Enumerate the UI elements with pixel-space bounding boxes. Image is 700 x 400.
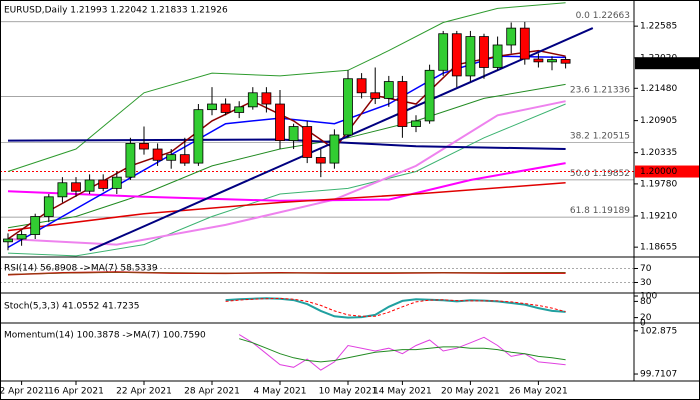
candle-body [533,58,544,63]
candle-body [207,103,217,111]
y-tick-label: 80 [640,297,652,307]
fib-ratio: 38.2 [570,131,590,141]
candle-body [397,81,408,127]
candle-body [424,69,435,122]
candle-body [329,134,340,164]
candle-body [465,36,476,77]
candle-body [519,27,530,60]
price-tag-label: 1.21926 [640,59,677,69]
candle-body [16,234,27,240]
indicator-line [7,162,566,202]
x-tick-label: 14 May 2021 [373,387,432,397]
x-tick-label: 22 Apr 2021 [116,387,172,397]
candle-body [411,120,421,127]
candle-body [451,33,462,77]
candle-body [57,182,68,198]
fib-ratio: 61.8 [570,206,590,216]
y-tick-label: 1.19210 [640,211,677,221]
y-tick-label: 1.18655 [640,243,677,253]
indicator-line [89,27,594,252]
price-tag [635,165,699,178]
candle-body [560,59,571,64]
candle-body [166,154,177,161]
fib-label: 38.2 1.20515 [570,131,630,141]
x-tick-label: 4 May 2021 [254,387,307,397]
indicator-line [7,2,566,172]
candle-body [152,148,163,161]
x-tick-label: 16 Apr 2021 [48,387,104,397]
price-tag-label: 1.20000 [640,167,677,177]
fib-label: 50.0 1.19852 [570,168,630,178]
x-tick-label: 12 Apr 2021 [0,387,49,397]
panel-title: EURUSD,Daily 1.21993 1.22042 1.21833 1.2… [4,6,228,16]
candle-body [125,143,136,178]
candle-body [506,27,517,46]
x-tick-label: 10 May 2021 [319,387,378,397]
candle-body [139,143,149,150]
candle-body [71,182,81,192]
y-tick-label: 1.20905 [640,116,677,126]
candle-body [3,238,13,243]
panel-title: Stoch(5,3,3) 41.0552 41.7235 [4,302,139,312]
fib-price: 1.21336 [593,85,630,95]
candle-body [479,36,489,68]
candle-body [547,59,557,63]
y-tick-label: 30 [640,278,652,288]
candle-body [492,44,503,68]
indicator-line [238,334,566,371]
y-tick-label: 1.19780 [640,179,677,189]
y-tick-label: 1.22585 [640,22,677,32]
y-tick-label: 1.21480 [640,84,677,94]
indicator-line [225,297,566,317]
candle-body [111,176,122,189]
indicator-line [239,338,566,363]
fib-price: 1.22663 [593,10,630,20]
y-tick-label: 102.875 [640,326,677,336]
x-tick-label: 28 Apr 2021 [184,387,240,397]
candle-body [302,126,313,158]
candle-body [247,92,258,108]
candle-body [370,92,381,99]
price-tag [635,57,699,70]
candle-body [30,216,41,235]
fib-price: 1.19189 [593,206,630,216]
y-tick-label: 100 [640,292,657,302]
fib-label: 23.6 1.21336 [570,85,630,95]
y-tick-label: 0 [640,319,646,329]
panel-title: RSI(14) 56.8908 ->MA(7) 58.5339 [4,264,158,274]
fib-ratio: 23.6 [570,85,590,95]
fib-ratio: 50.0 [570,168,590,178]
fib-price: 1.20515 [593,131,630,141]
fib-label: 61.8 1.19189 [570,206,630,216]
x-tick-label: 26 May 2021 [509,387,568,397]
y-tick-label: 1.20335 [640,148,677,158]
candle-body [84,179,95,192]
fib-price: 1.19852 [593,168,630,178]
candle-body [193,109,204,164]
fib-ratio: 0.0 [576,10,591,20]
candle-body [356,78,367,94]
candle-body [343,78,353,136]
y-tick-label: 70 [640,264,652,274]
fib-label: 0.0 1.22663 [576,10,630,20]
candle-body [234,106,245,113]
panel-title: Momentum(14) 100.3878 ->MA(7) 100.7590 [4,331,206,341]
candle-body [275,103,285,141]
indicator-line [7,103,566,257]
candle-body [220,103,231,113]
candle-body [438,33,449,71]
candle-body [315,157,326,164]
candle-body [261,92,272,105]
candle-body [383,81,394,99]
candle-body [98,179,109,189]
candle-body [43,196,54,217]
indicator-line [7,271,566,275]
indicator-line [7,182,566,232]
candle-body [288,126,299,141]
y-tick-label: 99.7107 [640,370,677,380]
y-tick-label: 20 [640,313,652,323]
x-tick-label: 20 May 2021 [441,387,500,397]
candle-body [179,154,190,164]
